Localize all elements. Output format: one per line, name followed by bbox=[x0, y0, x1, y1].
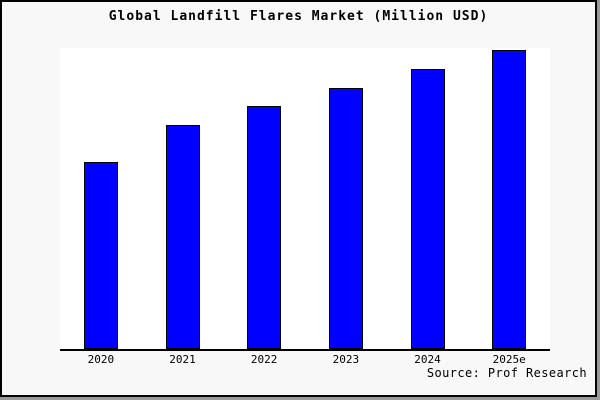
x-tick-label: 2025e bbox=[492, 353, 526, 366]
x-tick-label: 2022 bbox=[250, 353, 278, 366]
x-tick-label: 2023 bbox=[332, 353, 360, 366]
bar-2022 bbox=[247, 106, 282, 349]
bar-2025e bbox=[492, 50, 527, 349]
bar-slot bbox=[60, 48, 142, 349]
bar-slot bbox=[468, 48, 550, 349]
x-axis-labels-row: 2020 2021 2022 2023 2024 2025e bbox=[60, 353, 550, 366]
bar-slot bbox=[305, 48, 387, 349]
bar-slot bbox=[223, 48, 305, 349]
bar-2020 bbox=[83, 162, 118, 349]
bar-2023 bbox=[328, 88, 363, 349]
bar-slot bbox=[142, 48, 224, 349]
bar-2021 bbox=[165, 125, 200, 349]
bar-slot bbox=[387, 48, 469, 349]
bar-2024 bbox=[410, 69, 445, 349]
source-credit: Source: Prof Research bbox=[426, 366, 587, 380]
chart-title: Global Landfill Flares Market (Million U… bbox=[108, 9, 489, 24]
x-tick-label: 2020 bbox=[87, 353, 115, 366]
x-tick-label: 2024 bbox=[414, 353, 441, 366]
plot-area bbox=[60, 48, 550, 351]
x-tick-label: 2021 bbox=[169, 353, 196, 366]
